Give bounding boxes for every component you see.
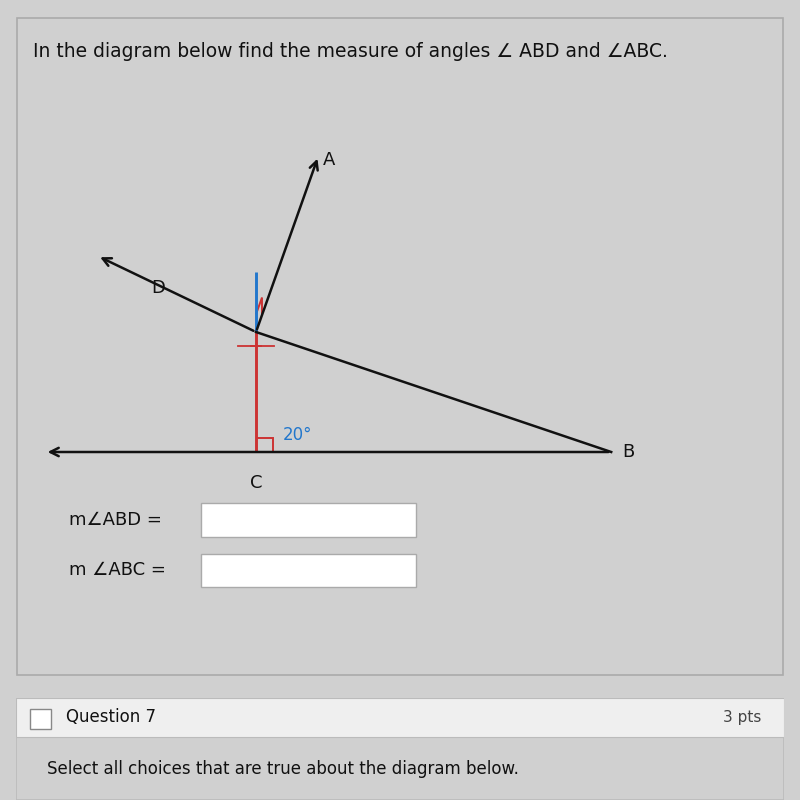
Text: Question 7: Question 7 xyxy=(66,708,156,726)
Text: D: D xyxy=(151,279,165,297)
Bar xyxy=(16,698,784,737)
Text: A: A xyxy=(323,151,335,169)
FancyBboxPatch shape xyxy=(202,554,416,587)
Text: Select all choices that are true about the diagram below.: Select all choices that are true about t… xyxy=(46,760,518,778)
Text: C: C xyxy=(250,474,262,493)
Text: 3 pts: 3 pts xyxy=(722,710,761,725)
Text: 20°: 20° xyxy=(283,426,312,444)
Text: B: B xyxy=(622,443,635,461)
FancyBboxPatch shape xyxy=(202,503,416,537)
Bar xyxy=(30,709,51,730)
Text: m ∠ABC =: m ∠ABC = xyxy=(69,562,166,579)
Text: m∠ABD =: m∠ABD = xyxy=(69,511,162,529)
Text: In the diagram below find the measure of angles ∠ ABD and ∠ABC.: In the diagram below find the measure of… xyxy=(34,42,668,62)
